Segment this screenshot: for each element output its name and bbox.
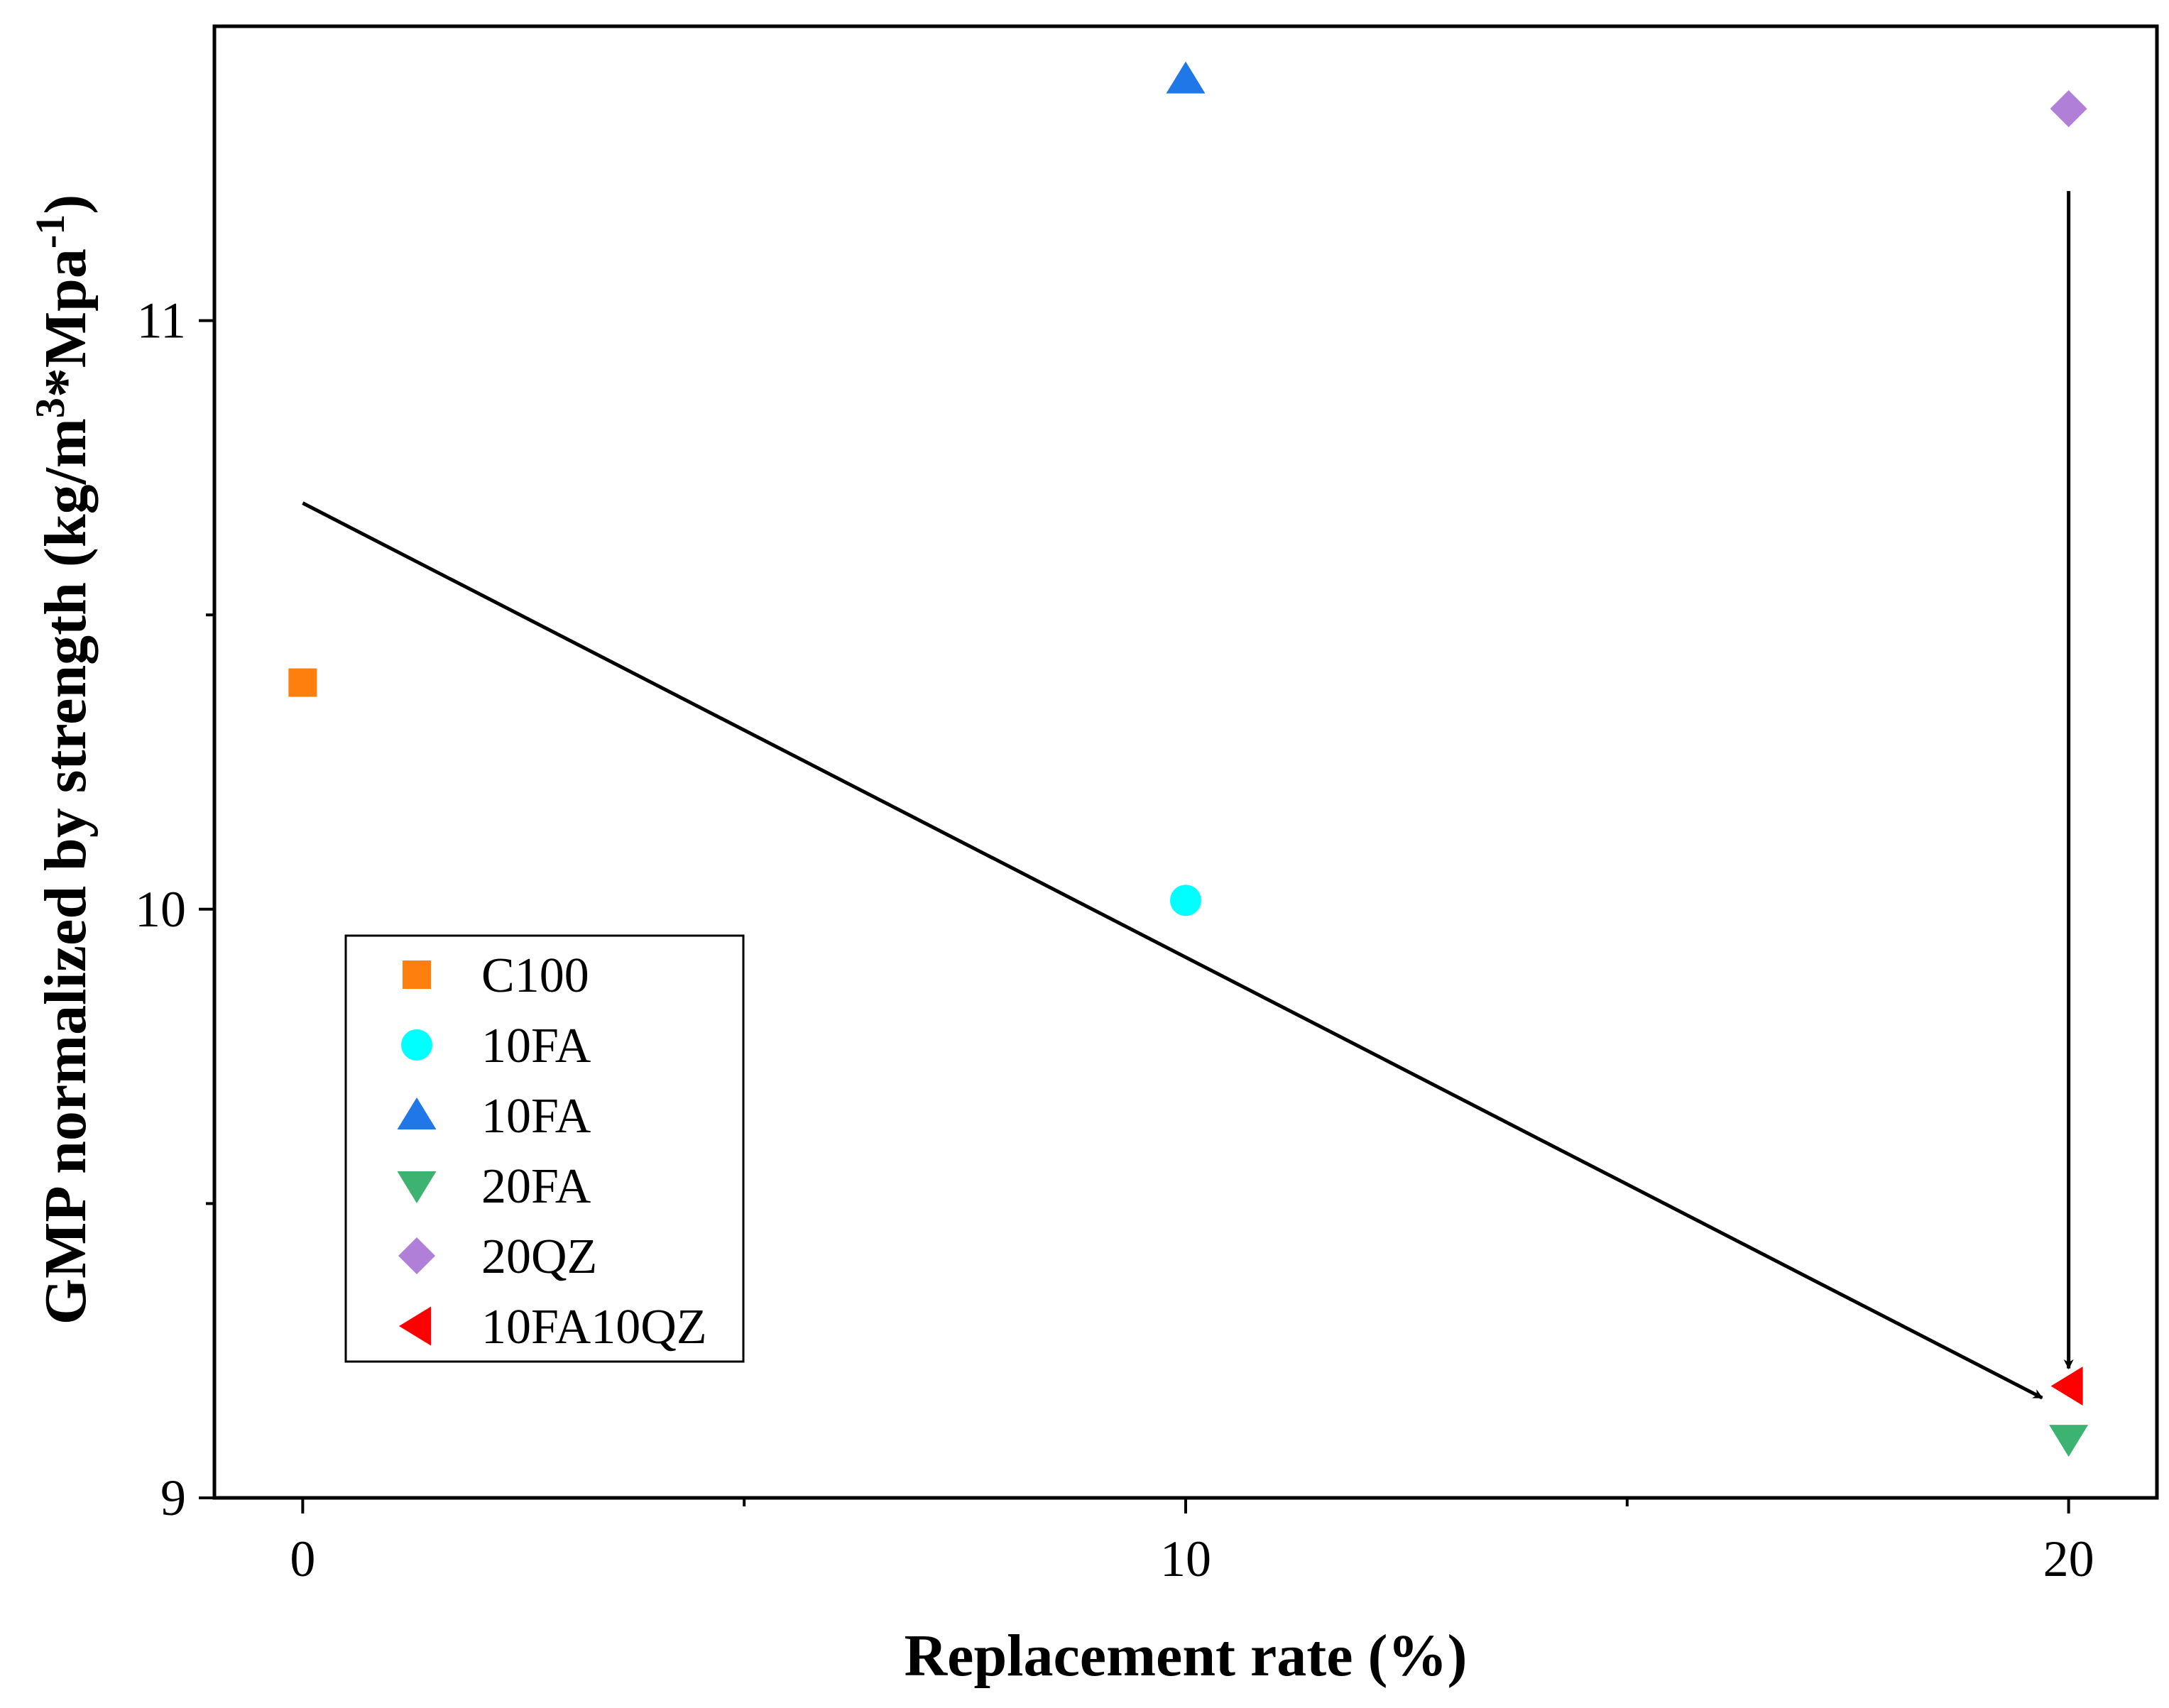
x-axis-ticks: 0 10 20 <box>290 1498 2094 1587</box>
x-tick-label: 10 <box>1160 1531 1211 1587</box>
data-point <box>2050 90 2087 128</box>
x-tick-label: 20 <box>2043 1531 2094 1587</box>
y-axis-title-suffix: ) <box>33 195 99 214</box>
legend-label: C100 <box>481 948 589 1003</box>
legend-marker <box>401 1029 432 1061</box>
y-tick-label: 10 <box>135 881 186 938</box>
y-axis-title-sup1: 3 <box>27 398 73 418</box>
data-point <box>1170 885 1201 916</box>
data-point <box>2049 1425 2089 1457</box>
y-tick-label: 11 <box>137 292 186 349</box>
legend-label: 10FA10QZ <box>481 1300 707 1354</box>
data-point <box>288 668 317 697</box>
legend-marker <box>403 960 431 989</box>
data-point <box>1166 61 1206 94</box>
data-points <box>288 61 2089 1457</box>
y-axis-title: GMP normalized by strength (kg/m3*Mpa-1) <box>27 195 99 1325</box>
y-axis-ticks: 9 10 11 <box>135 292 214 1526</box>
legend-box <box>344 934 745 1363</box>
y-axis-title-prefix: GMP normalized by strength (kg/m <box>33 418 99 1325</box>
legend-marker <box>397 1097 437 1129</box>
legend-label: 10FA <box>481 1019 591 1073</box>
legend-marker <box>398 1237 435 1274</box>
legend-label: 20QZ <box>481 1230 597 1284</box>
trend-arrow <box>302 501 2043 1400</box>
legend-label: 10FA <box>481 1089 591 1144</box>
y-tick-label: 9 <box>160 1469 186 1526</box>
legend: C100 10FA 10FA 20FA 20QZ 10FA10QZ <box>344 934 745 1363</box>
trend-arrows <box>302 191 2074 1400</box>
y-axis-title-sup2: -1 <box>27 214 73 248</box>
legend-label: 20FA <box>481 1159 591 1214</box>
data-point <box>2050 1366 2083 1406</box>
x-axis-title: Replacement rate (%) <box>905 1623 1468 1689</box>
legend-marker <box>397 1171 437 1203</box>
y-axis-title-middle: *Mpa <box>33 248 99 398</box>
x-tick-label: 0 <box>290 1531 315 1587</box>
legend-marker <box>399 1306 431 1346</box>
